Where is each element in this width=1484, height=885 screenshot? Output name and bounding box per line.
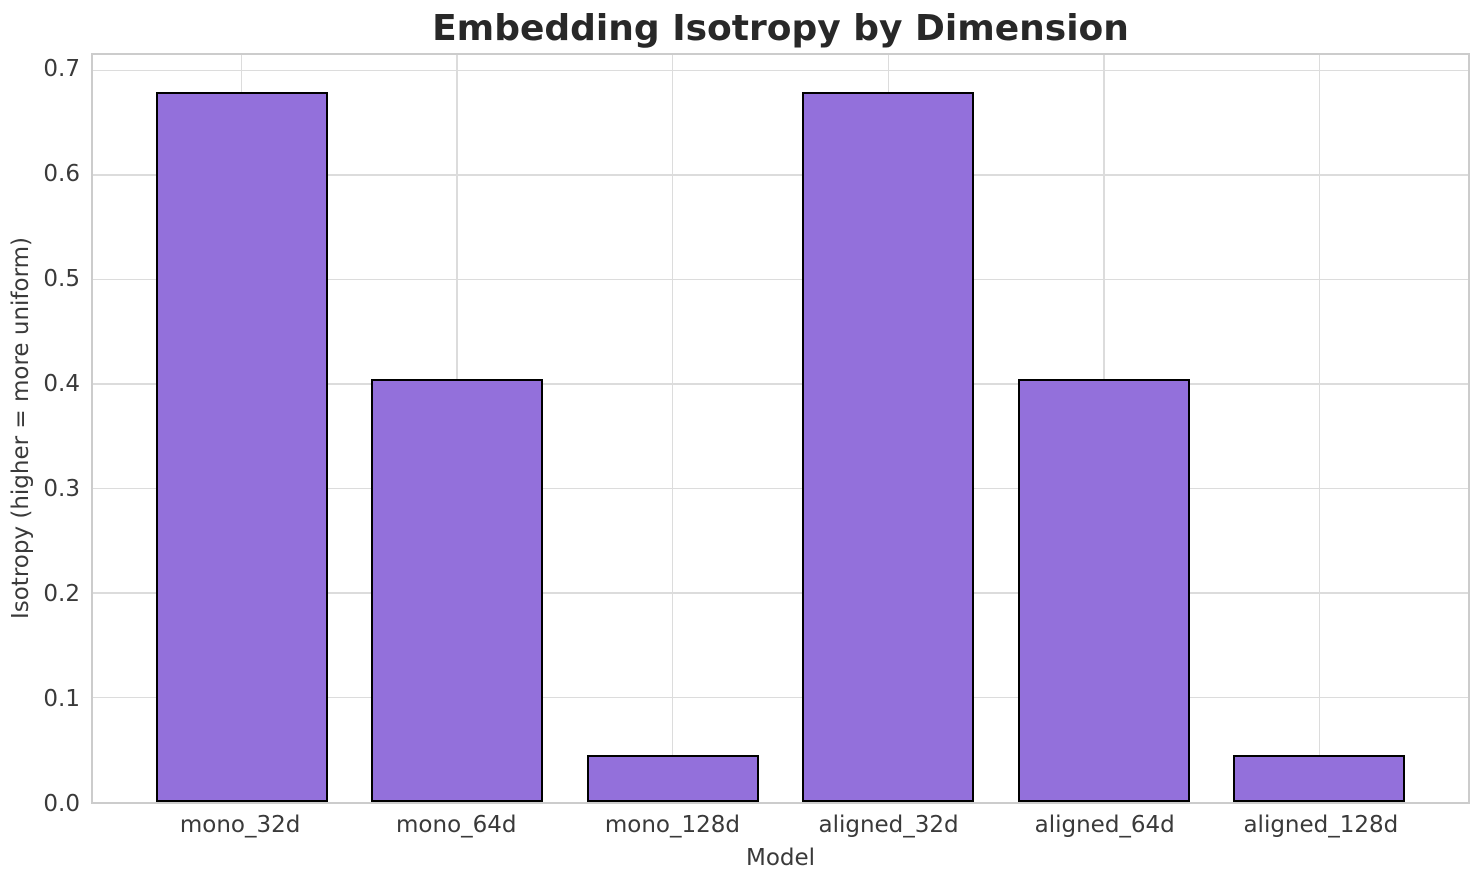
y-tick-label: 0.1 xyxy=(43,685,80,712)
gridline-vertical xyxy=(1318,55,1321,802)
x-tick-label: mono_64d xyxy=(396,812,517,838)
x-tick-label: aligned_64d xyxy=(1034,812,1175,838)
x-tick-label: aligned_128d xyxy=(1243,812,1399,838)
x-tick-label: aligned_32d xyxy=(818,812,959,838)
gridline-horizontal xyxy=(93,592,1468,594)
bar-aligned_32d xyxy=(802,91,975,802)
plot-area xyxy=(91,53,1470,804)
gridline-horizontal xyxy=(93,174,1468,176)
bar-aligned_128d xyxy=(1233,755,1406,802)
x-tick-label: mono_128d xyxy=(604,812,740,838)
x-axis-ticks: mono_32d mono_64d mono_128d aligned_32d alig… xyxy=(91,812,1470,844)
bar-aligned_64d xyxy=(1017,378,1190,802)
y-tick-label: 0.6 xyxy=(43,160,80,187)
y-tick-label: 0.7 xyxy=(43,55,80,82)
y-axis-ticks: 0.0 0.1 0.2 0.3 0.4 0.5 0.6 0.7 xyxy=(0,53,80,817)
y-tick-label: 0.5 xyxy=(43,265,80,292)
x-tick-label: mono_32d xyxy=(179,812,301,838)
gridline-horizontal xyxy=(93,383,1468,385)
gridline-vertical xyxy=(671,55,674,802)
bar-mono_32d xyxy=(155,91,328,802)
bar-mono_128d xyxy=(586,755,759,802)
gridline-horizontal xyxy=(93,278,1468,281)
x-axis-label: Model xyxy=(745,845,816,871)
y-tick-label: 0.0 xyxy=(43,791,80,817)
chart-title: Embedding Isotropy by Dimension xyxy=(432,8,1129,49)
y-tick-label: 0.2 xyxy=(43,580,80,607)
bar-mono_64d xyxy=(371,378,544,802)
y-tick-label: 0.4 xyxy=(43,370,80,397)
y-tick-label: 0.3 xyxy=(43,475,80,502)
gridline-horizontal xyxy=(93,487,1468,490)
gridline-horizontal xyxy=(93,696,1468,699)
gridline-horizontal xyxy=(93,69,1468,72)
